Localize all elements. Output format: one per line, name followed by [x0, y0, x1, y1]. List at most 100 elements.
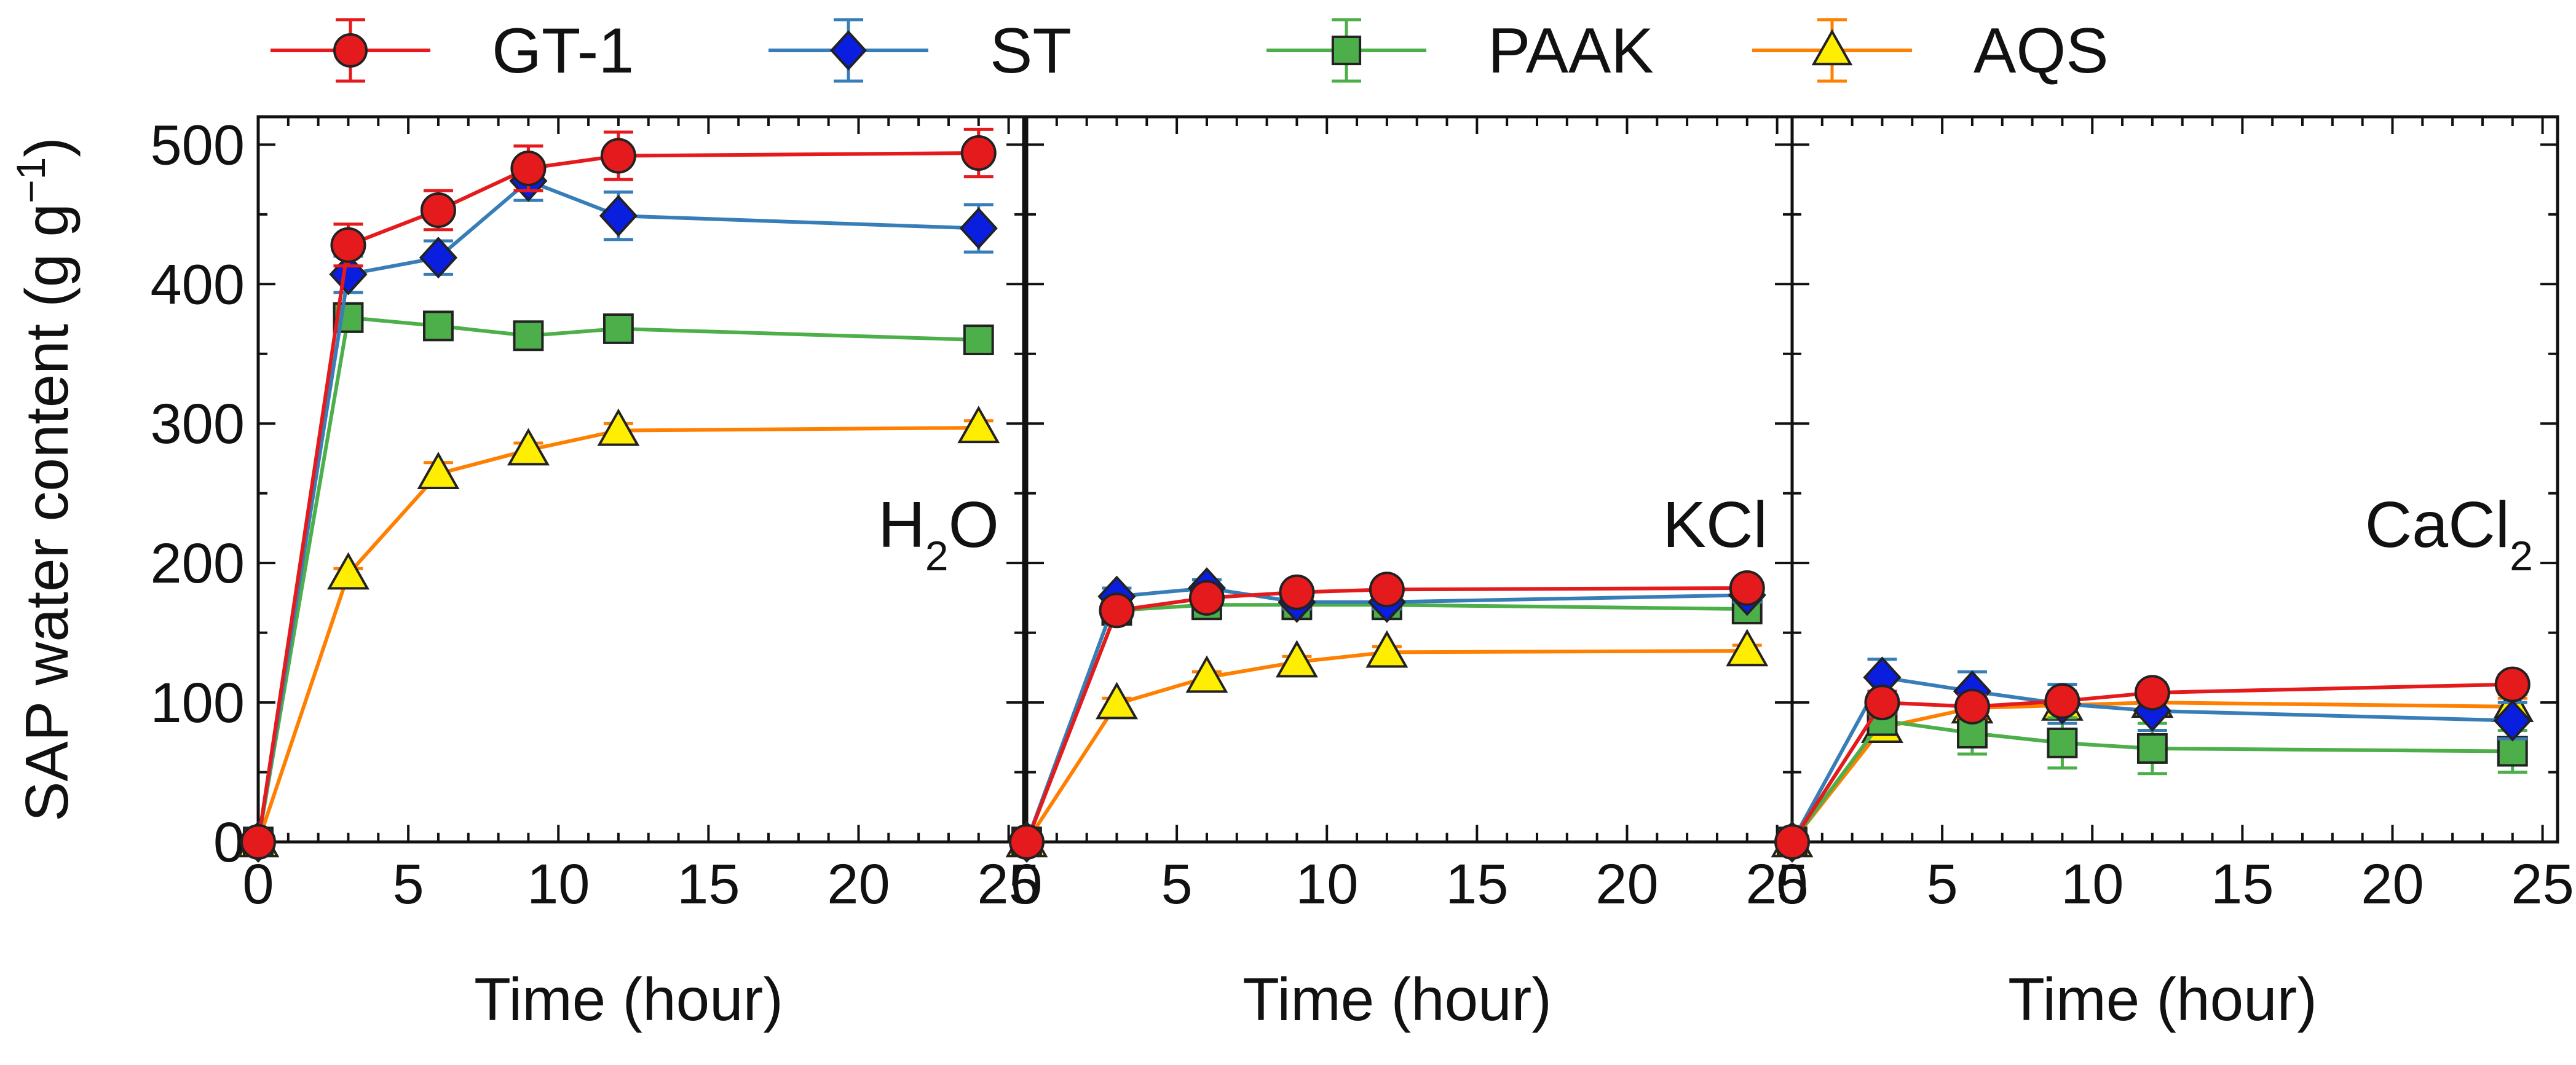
data-point-gt-1	[1279, 574, 1315, 610]
panel-label-main: CaCl	[2365, 489, 2510, 561]
legend-marker-gt-1	[333, 33, 368, 68]
y-axis-title-group: SAP water content (g g−1)	[8, 137, 81, 822]
y-tick-label: 200	[151, 532, 245, 595]
data-point-paak	[963, 324, 994, 356]
panel-label: H2O	[878, 489, 999, 580]
y-tick-label: 0	[213, 811, 245, 874]
data-point-gt-1	[1099, 592, 1135, 629]
legend-entry-gt-1: GT-1	[271, 15, 634, 87]
x-tick-label: 20	[2361, 853, 2424, 916]
panel-label: KCl	[1662, 489, 1768, 561]
y-tick-label: 100	[151, 672, 245, 734]
series-line-aqs	[1025, 649, 1747, 843]
series-gt-1	[1009, 570, 1765, 860]
panel-label-rest: O	[949, 489, 999, 561]
series-aqs	[237, 406, 1000, 858]
data-point-aqs	[1095, 682, 1138, 720]
panel-label: CaCl2	[2365, 489, 2533, 580]
x-tick-label: 10	[2061, 853, 2124, 916]
series-line-aqs	[1790, 701, 2513, 843]
series-line-st	[256, 178, 979, 843]
x-axis-title: Time (hour)	[1243, 965, 1552, 1033]
legend-label-paak: PAAK	[1488, 15, 1654, 87]
data-point-gt-1	[420, 192, 456, 229]
data-point-gt-1	[960, 135, 997, 171]
x-tick-label: 5	[1927, 853, 1958, 916]
legend-label-gt-1: GT-1	[492, 15, 634, 87]
x-axis-title: Time (hour)	[2008, 965, 2317, 1033]
panel-frame	[256, 115, 1025, 844]
data-point-paak	[422, 310, 454, 342]
data-point-gt-1	[2044, 683, 2080, 719]
data-point-paak	[2136, 733, 2168, 764]
panel-frame	[1790, 115, 2559, 844]
data-point-aqs	[957, 406, 1000, 444]
series-gt-1	[1774, 666, 2531, 860]
data-point-aqs	[326, 552, 369, 590]
data-point-st	[419, 237, 457, 279]
panel-label-subscript: 2	[925, 533, 949, 580]
data-point-gt-1	[2134, 675, 2170, 711]
data-point-aqs	[417, 452, 460, 490]
x-axis-title: Time (hour)	[474, 965, 783, 1033]
y-axis-title-main: SAP water content (g g	[13, 203, 81, 822]
series-line-gt-1	[256, 151, 979, 843]
panel-label-main: H	[878, 489, 925, 561]
x-tick-label: 5	[393, 853, 424, 916]
panel-frame	[1025, 115, 1794, 844]
x-tick-label: 0	[1011, 853, 1042, 916]
y-axis-title: SAP water content (g g−1)	[8, 137, 81, 822]
data-point-st	[2493, 699, 2532, 742]
data-point-paak	[603, 313, 634, 344]
series-aqs	[1005, 629, 1769, 858]
x-tick-label: 0	[1776, 853, 1808, 916]
y-tick-label: 500	[151, 114, 245, 176]
legend-entry-aqs: AQS	[1752, 15, 2109, 87]
x-tick-label: 25	[977, 853, 1040, 916]
data-point-paak	[513, 320, 544, 352]
panel-label-main: KCl	[1662, 489, 1768, 561]
x-tick-label: 20	[827, 853, 890, 916]
x-tick-label: 15	[2211, 853, 2274, 916]
legend-entry-paak: PAAK	[1266, 15, 1654, 87]
legend: GT-1 ST PAAK AQS	[271, 15, 2109, 87]
series-paak	[1011, 589, 1763, 857]
series-line-paak	[256, 315, 979, 843]
data-point-gt-1	[510, 150, 547, 186]
y-tick-label: 400	[151, 253, 245, 316]
data-point-aqs	[1185, 655, 1228, 693]
x-tick-label: 25	[2511, 853, 2574, 916]
series-line-aqs	[256, 426, 979, 843]
data-point-gt-1	[1009, 824, 1045, 860]
legend-marker-st	[829, 30, 867, 71]
data-point-aqs	[1365, 630, 1409, 668]
series-line-gt-1	[1025, 586, 1747, 843]
panel-label-subscript: 2	[2510, 533, 2533, 580]
data-point-gt-1	[1729, 570, 1765, 606]
y-axis-title-superscript: −1	[8, 157, 53, 203]
legend-entry-st: ST	[768, 15, 1072, 87]
data-point-gt-1	[1954, 688, 1990, 725]
data-point-st	[599, 195, 638, 237]
data-point-aqs	[507, 428, 550, 466]
panel-3: 0 5 10 15 20 25 Time (hour) CaCl2	[1771, 115, 2574, 1033]
x-tick-label: 10	[1295, 853, 1358, 916]
x-tick-label: 25	[1745, 853, 1808, 916]
data-point-gt-1	[1774, 824, 1810, 860]
data-point-gt-1	[330, 227, 366, 263]
legend-marker-aqs	[1811, 29, 1853, 66]
data-point-gt-1	[2494, 666, 2531, 702]
data-point-gt-1	[600, 138, 636, 174]
x-tick-label: 15	[1445, 853, 1508, 916]
legend-marker-paak	[1331, 35, 1362, 66]
y-axis-title-close: )	[13, 137, 81, 157]
data-point-gt-1	[1369, 572, 1405, 608]
data-point-st	[959, 207, 998, 250]
data-point-aqs	[597, 408, 640, 446]
data-point-aqs	[1275, 640, 1318, 678]
panel-2: 0 5 10 15 20 25 Time (hour) KCl	[1005, 115, 1809, 1033]
x-tick-label: 10	[527, 853, 590, 916]
